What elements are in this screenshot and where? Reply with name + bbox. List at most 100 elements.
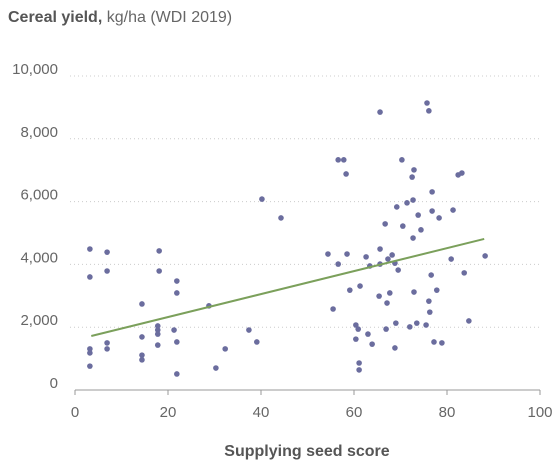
point [174, 278, 180, 284]
point [404, 200, 410, 206]
point [424, 100, 430, 106]
point [278, 215, 284, 221]
point [259, 196, 265, 202]
point [433, 287, 440, 293]
x-axis-label: Supplying seed score [224, 443, 389, 460]
units: kg/ha (WDI 2019) [107, 9, 232, 26]
point [154, 323, 161, 329]
point [415, 212, 421, 218]
point [365, 331, 371, 337]
point [377, 246, 383, 252]
point [353, 336, 359, 342]
point [426, 309, 433, 315]
point [392, 345, 398, 351]
point [429, 208, 435, 214]
point [357, 283, 363, 289]
title: Cereal yield, [8, 9, 102, 26]
point [377, 109, 383, 115]
chart-title: Cereal yield, kg/ha (WDI 2019) [8, 9, 232, 26]
x-tick-label: 0 [71, 404, 79, 421]
point [87, 350, 93, 356]
point [330, 306, 336, 312]
trend-line [91, 237, 485, 337]
point [466, 318, 472, 324]
point [356, 360, 362, 366]
point [104, 346, 110, 352]
point [213, 365, 219, 371]
point [139, 357, 145, 363]
point [104, 249, 110, 255]
point [87, 346, 93, 352]
point [431, 339, 437, 345]
point [156, 268, 162, 274]
point [369, 341, 375, 347]
point [387, 290, 393, 296]
point [254, 339, 260, 345]
x-tick-label: 40 [253, 404, 270, 421]
point [355, 326, 361, 332]
point [174, 339, 180, 345]
point [395, 267, 401, 273]
point [340, 157, 347, 163]
point [363, 254, 369, 260]
point [246, 327, 252, 333]
point [411, 167, 417, 173]
y-tick-label: 6,000 [20, 187, 58, 204]
point [439, 340, 445, 346]
point [410, 197, 416, 203]
point [154, 331, 161, 337]
point [423, 322, 429, 328]
point [376, 293, 382, 299]
point [171, 327, 177, 333]
point [139, 301, 145, 307]
point [410, 235, 416, 241]
point [482, 253, 488, 259]
point [356, 367, 362, 373]
point [174, 371, 180, 377]
point [87, 363, 93, 369]
point [428, 272, 434, 278]
point [393, 320, 399, 326]
point [407, 324, 413, 330]
point [400, 223, 406, 229]
point [139, 334, 145, 340]
point [156, 248, 162, 254]
point [436, 215, 442, 221]
point [426, 298, 432, 304]
point [418, 227, 424, 233]
point [343, 171, 349, 177]
y-tick-label: 8,000 [20, 124, 58, 141]
y-tick-label: 2,000 [20, 312, 58, 329]
point [448, 256, 454, 262]
point [154, 327, 161, 333]
point [325, 251, 331, 257]
point [383, 326, 389, 332]
point [104, 268, 110, 274]
point [353, 322, 359, 328]
point [87, 246, 93, 252]
point [154, 342, 161, 348]
point [335, 261, 341, 267]
y-tick-label: 0 [50, 375, 58, 392]
point [426, 108, 432, 114]
point [174, 290, 180, 296]
point [389, 252, 395, 258]
x-tick-label: 20 [160, 404, 177, 421]
point [384, 300, 390, 306]
point [409, 174, 415, 180]
point [461, 270, 468, 276]
point [344, 251, 350, 257]
point [393, 204, 400, 210]
x-tick-label: 100 [527, 404, 552, 421]
point [385, 256, 391, 262]
point [87, 274, 93, 280]
y-tick-label: 4,000 [20, 249, 58, 266]
point [222, 346, 228, 352]
point [399, 157, 405, 163]
y-tick-label: 10,000 [12, 61, 58, 78]
point [413, 320, 420, 326]
point [139, 352, 145, 358]
x-tick-label: 80 [439, 404, 456, 421]
point [411, 289, 417, 295]
